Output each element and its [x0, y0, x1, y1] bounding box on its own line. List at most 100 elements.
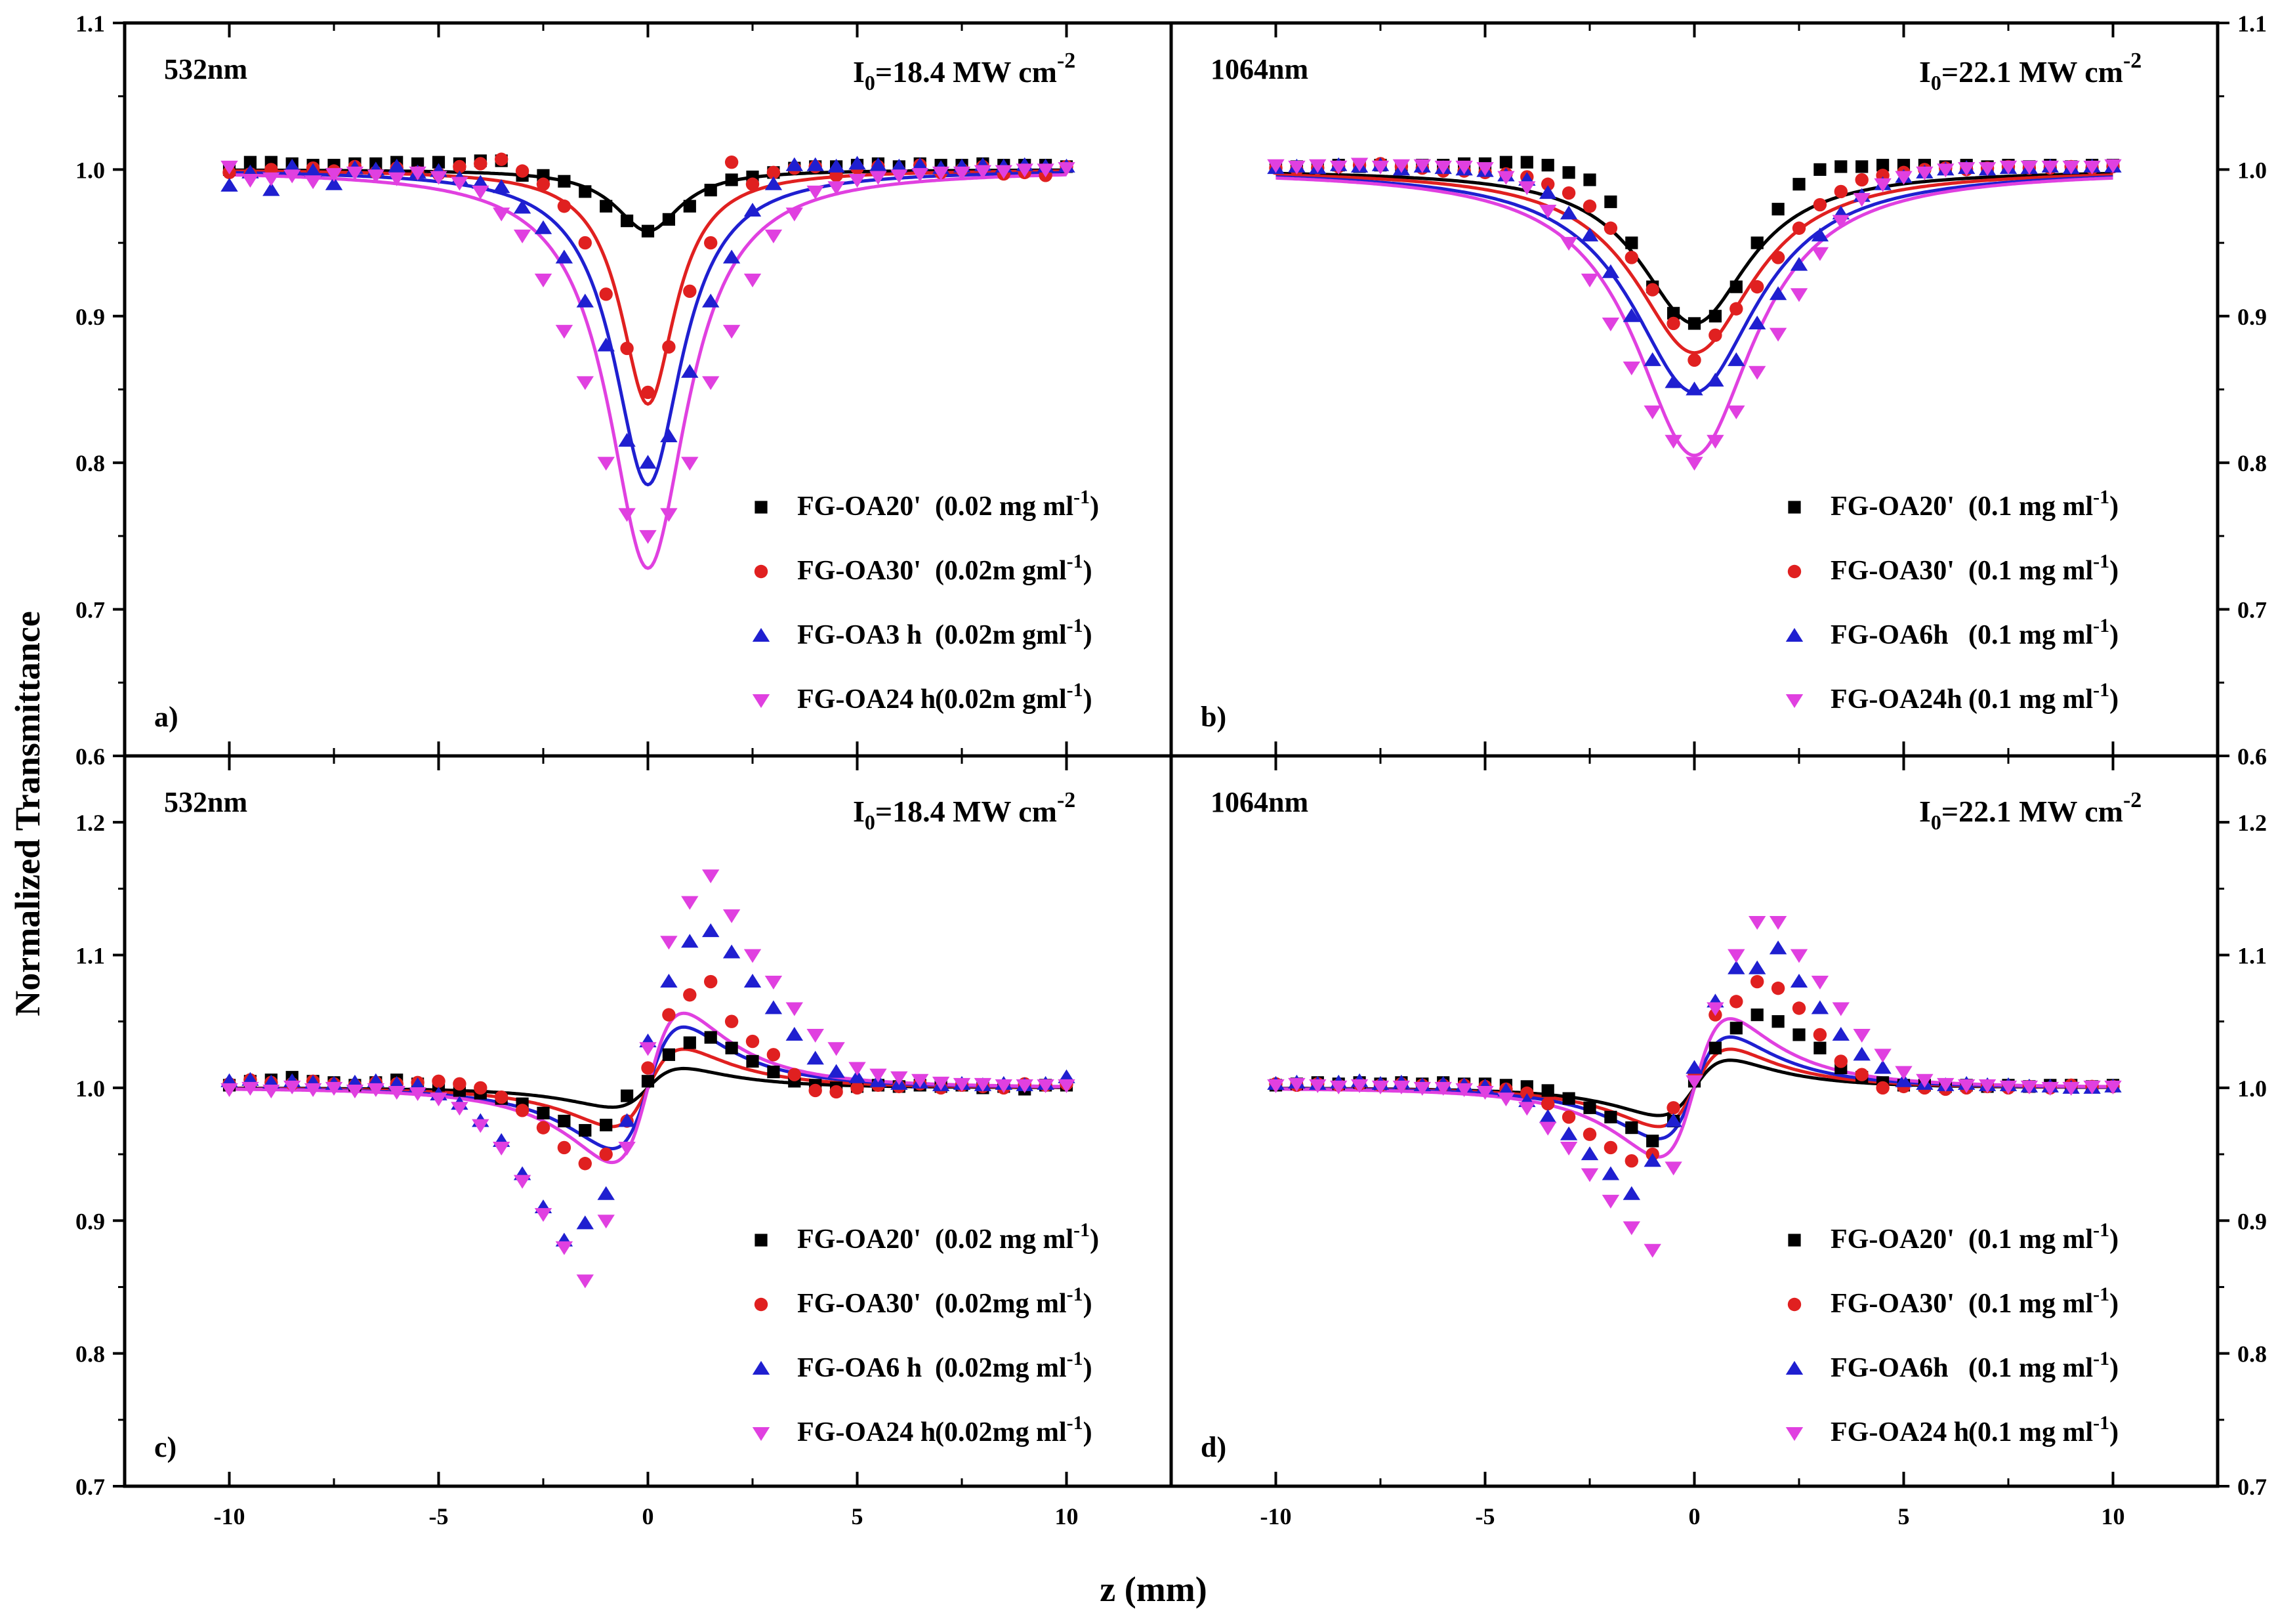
data-point: [869, 1068, 887, 1083]
data-point: [890, 158, 908, 173]
legend-marker-3: [1785, 1361, 1804, 1375]
legend-name-4: FG-OA24 h: [797, 684, 936, 715]
data-point: [1771, 251, 1785, 264]
data-point: [618, 1141, 636, 1156]
data-point: [1288, 160, 1306, 175]
legend-marker-4: [1785, 1427, 1804, 1441]
data-point: [220, 160, 238, 175]
data-point: [1497, 171, 1515, 185]
data-point: [662, 1048, 675, 1061]
data-point: [1350, 1079, 1369, 1093]
wavelength-label: 532nm: [164, 786, 247, 818]
data-point: [409, 166, 426, 180]
data-point: [1729, 995, 1743, 1009]
data-point: [579, 185, 592, 198]
data-point: [1562, 1092, 1575, 1105]
wavelength-label: 532nm: [164, 53, 247, 85]
data-point: [1392, 159, 1411, 173]
series-2: [1269, 157, 2120, 367]
data-point: [890, 1071, 908, 1085]
data-point: [1520, 1086, 1534, 1100]
data-point: [2083, 1080, 2101, 1094]
data-point: [1688, 353, 1701, 367]
data-point: [639, 530, 657, 544]
data-point: [785, 207, 803, 222]
data-point: [1583, 1127, 1597, 1141]
legend-name-2: FG-OA30': [1831, 556, 1955, 586]
data-point: [513, 229, 531, 243]
legend-name-3: FG-OA6h: [1831, 620, 1949, 650]
data-point: [660, 974, 678, 988]
legend-conc-2: (0.1 mg ml-1): [1968, 551, 2119, 586]
data-point: [304, 1083, 322, 1097]
data-point: [1792, 1001, 1806, 1015]
data-point: [1813, 1041, 1827, 1054]
data-point: [932, 166, 950, 180]
data-point: [1497, 1093, 1515, 1107]
data-point: [515, 1104, 529, 1117]
data-point: [1288, 1077, 1306, 1092]
data-point: [848, 1062, 866, 1076]
legend-conc-3: (0.1 mg ml-1): [1968, 615, 2119, 650]
data-point: [2083, 160, 2101, 175]
series-4: [1267, 157, 2122, 471]
y-tick-label: 1.1: [75, 943, 105, 969]
x-tick-label: -10: [1260, 1503, 1292, 1530]
data-point: [1855, 173, 1869, 187]
data-point: [660, 428, 678, 442]
data-point: [262, 1084, 280, 1098]
data-point: [1560, 237, 1578, 251]
data-point: [1434, 160, 1452, 175]
data-point: [1350, 157, 1369, 172]
intensity-label: I0=22.1 MW cm-2: [1919, 49, 2142, 94]
data-point: [472, 175, 489, 189]
data-point: [1330, 160, 1348, 175]
data-point: [724, 1014, 739, 1028]
data-point: [536, 1121, 550, 1135]
data-point: [597, 1186, 615, 1200]
data-point: [641, 385, 655, 400]
data-point: [1604, 1110, 1617, 1124]
intensity-label: I0=18.4 MW cm-2: [853, 788, 1075, 834]
data-point: [1644, 352, 1661, 366]
legend-name-2: FG-OA30': [1831, 1289, 1955, 1319]
data-point: [1708, 310, 1722, 323]
data-point: [1625, 251, 1638, 264]
data-point: [829, 1085, 843, 1099]
data-point: [1539, 185, 1557, 199]
data-point: [1541, 1084, 1554, 1097]
data-point: [1518, 1102, 1536, 1116]
data-point: [493, 179, 510, 194]
data-point: [2104, 159, 2122, 173]
data-point: [1539, 1121, 1557, 1136]
data-point: [599, 287, 613, 301]
data-point: [1749, 960, 1766, 974]
data-point: [1309, 159, 1327, 173]
data-point: [1853, 193, 1871, 207]
data-point: [2062, 160, 2080, 175]
data-point: [1729, 280, 1743, 293]
data-point: [1604, 1140, 1618, 1155]
data-point: [1771, 1015, 1785, 1028]
legend-conc-2: (0.02mg ml-1): [935, 1283, 1092, 1319]
data-point: [704, 184, 717, 197]
data-point: [1665, 374, 1682, 388]
legend-name-2: FG-OA30': [797, 1289, 921, 1319]
data-point: [1602, 264, 1620, 278]
data-point: [220, 1083, 238, 1097]
data-point: [451, 1102, 468, 1116]
data-point: [702, 293, 720, 308]
data-point: [681, 896, 699, 910]
data-point: [1834, 160, 1848, 173]
data-point: [1562, 186, 1576, 200]
y-tick-label: 1.0: [2237, 1075, 2267, 1102]
data-point: [2020, 1080, 2039, 1094]
data-point: [764, 976, 783, 990]
data-point: [534, 1208, 552, 1222]
data-point: [1707, 1002, 1724, 1016]
data-point: [495, 152, 508, 166]
legend-conc-1: (0.1 mg ml-1): [1968, 1219, 2119, 1255]
data-point: [283, 1080, 301, 1094]
data-point: [1625, 1121, 1638, 1135]
legend-conc-4: (0.02mg ml-1): [935, 1412, 1092, 1447]
